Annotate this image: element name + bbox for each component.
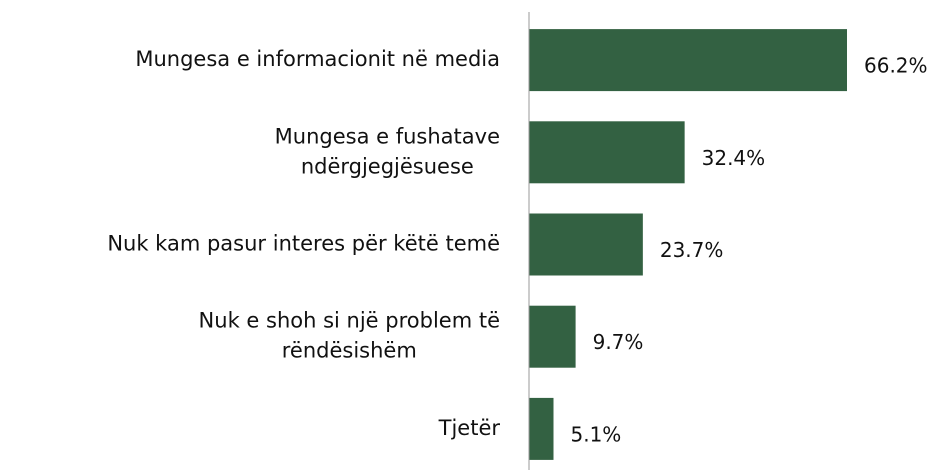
value-label: 66.2% (864, 54, 928, 78)
category-label: Mungesa e fushatave (275, 124, 500, 148)
value-label: 23.7% (660, 238, 724, 262)
bar (529, 213, 643, 276)
category-label: Nuk kam pasur interes për këtë temë (107, 232, 500, 256)
value-label: 5.1% (570, 422, 621, 446)
bar (529, 305, 576, 368)
bar (529, 397, 554, 460)
category-label: Tjetër (438, 416, 501, 440)
category-label: ndërgjegjësuese (301, 154, 474, 178)
bar (529, 121, 685, 184)
category-label: rëndësishëm (282, 339, 417, 363)
value-label: 9.7% (593, 330, 644, 354)
category-label: Mungesa e informacionit në media (135, 47, 500, 71)
value-label: 32.4% (702, 146, 766, 170)
bar (529, 29, 847, 92)
category-label: Nuk e shoh si një problem të (199, 309, 500, 333)
